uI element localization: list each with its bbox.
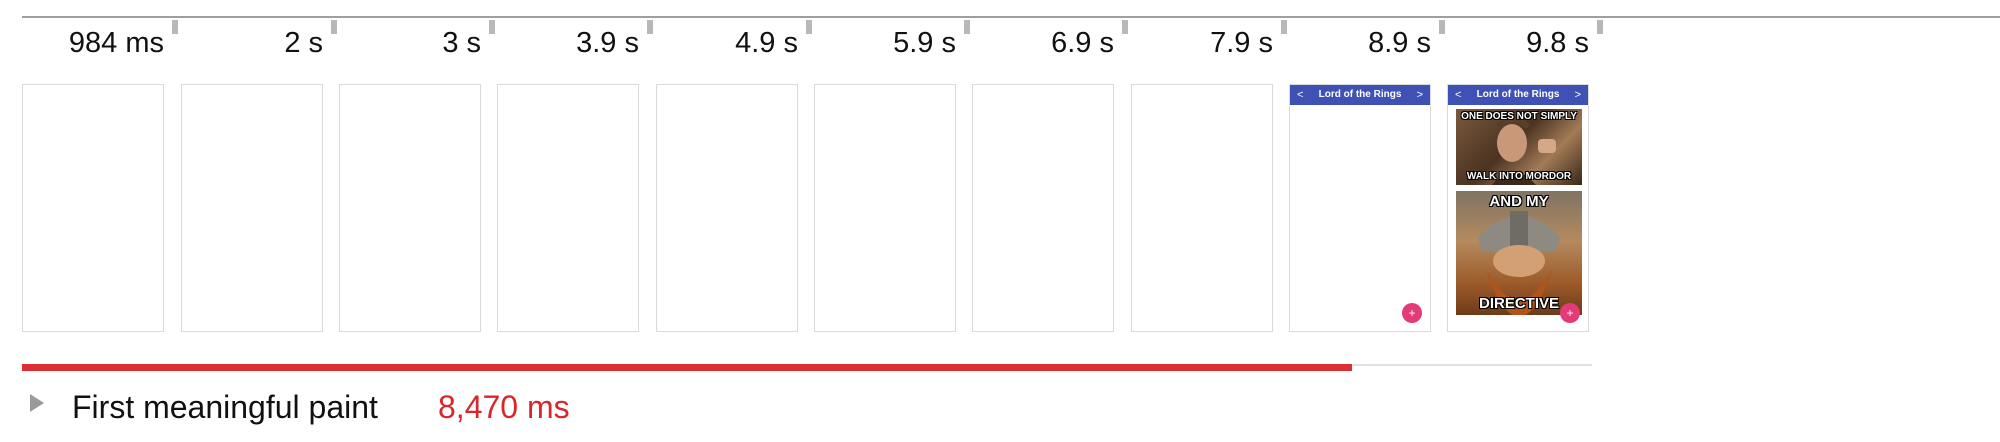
app-bar-title: Lord of the Rings [1476,89,1560,100]
meme-image: AND MY DIRECTIVE [1456,191,1582,315]
frame-thumbnail [972,84,1114,332]
frame-tick-mark [647,20,653,34]
expand-triangle-icon[interactable] [30,394,44,412]
filmstrip-frame[interactable]: 5.9 s [814,0,974,340]
filmstrip-frame[interactable]: 3 s [339,0,499,340]
filmstrip-frame[interactable]: 984 ms [22,0,182,340]
frame-tick-mark [331,20,337,34]
meme-image: ONE DOES NOT SIMPLY WALK INTO MORDOR [1456,109,1582,185]
filmstrip-frame[interactable]: 2 s [181,0,341,340]
frame-tick-mark [1281,20,1287,34]
app-toolbar: < Lord of the Rings > [1290,85,1430,105]
plus-icon: + [1560,303,1580,323]
frame-time-label: 5.9 s [893,27,956,59]
chevron-left-icon: < [1297,89,1304,101]
filmstrip-frame[interactable]: 6.9 s [972,0,1132,340]
frame-time-label: 3 s [442,27,481,59]
frame-thumbnail [339,84,481,332]
frame-tick-mark [489,20,495,34]
chevron-right-icon: > [1574,89,1581,101]
filmstrip-frame[interactable]: 8.9 s < Lord of the Rings > + [1289,0,1449,340]
frame-time-label: 7.9 s [1210,27,1273,59]
meme-illustration [1492,116,1556,185]
frame-thumbnail [181,84,323,332]
frame-time-label: 6.9 s [1051,27,1114,59]
frame-time-label: 3.9 s [576,27,639,59]
frame-tick-mark [806,20,812,34]
meme-bottom-text: DIRECTIVE [1478,295,1559,312]
app-bar-title: Lord of the Rings [1318,89,1402,100]
frame-time-label: 2 s [284,27,323,59]
frame-thumbnail [814,84,956,332]
frame-time-label: 4.9 s [735,27,798,59]
filmstrip-frame[interactable]: 9.8 s < Lord of the Rings > ONE DOES NOT… [1447,0,1607,340]
frame-time-label: 984 ms [68,27,164,59]
frame-thumbnail [1131,84,1273,332]
plus-icon: + [1402,303,1422,323]
app-toolbar: < Lord of the Rings > [1448,85,1588,105]
metric-progress-bar [22,364,1352,371]
frame-thumbnail: < Lord of the Rings > + [1289,84,1431,332]
filmstrip-frame[interactable]: 7.9 s [1131,0,1291,340]
frame-tick-mark [1122,20,1128,34]
frame-thumbnail [22,84,164,332]
filmstrip-frame[interactable]: 3.9 s [497,0,657,340]
frame-thumbnail [497,84,639,332]
metric-value: 8,470 ms [438,389,570,425]
frame-tick-mark [964,20,970,34]
filmstrip-frame[interactable]: 4.9 s [656,0,816,340]
frame-time-label: 8.9 s [1368,27,1431,59]
chevron-right-icon: > [1416,89,1423,101]
frame-time-label: 9.8 s [1526,27,1589,59]
frame-thumbnail [656,84,798,332]
meme-bottom-text: WALK INTO MORDOR [1466,171,1572,182]
meme-top-text: AND MY [1489,193,1549,210]
frame-tick-mark [1597,20,1603,34]
meme-top-text: ONE DOES NOT SIMPLY [1461,111,1577,122]
frame-thumbnail: < Lord of the Rings > ONE DOES NOT SIMPL… [1447,84,1589,332]
top-divider [22,16,2000,18]
frame-tick-mark [1439,20,1445,34]
meme-illustration [1478,211,1560,315]
frame-tick-mark [172,20,178,34]
metric-label: First meaningful paint [72,389,378,425]
chevron-left-icon: < [1455,89,1462,101]
